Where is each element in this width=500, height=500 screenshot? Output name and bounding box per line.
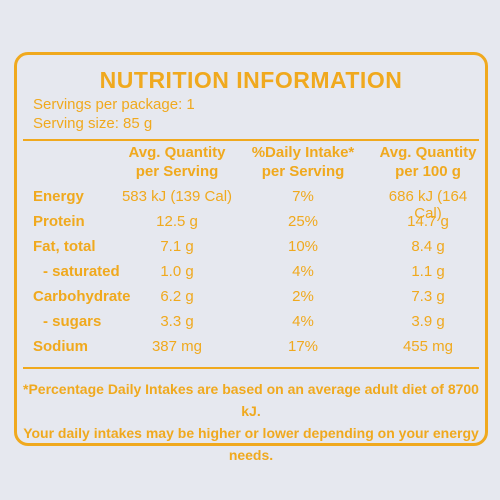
nutrient-label: Fat, total [33,238,96,255]
per-100g-value: 686 kJ (164 Cal) [388,188,468,222]
table-row: Fat, total 7.1 g 10% 8.4 g [17,238,485,263]
footnote: *Percentage Daily Intakes are based on a… [17,378,485,466]
per-100g-value: 8.4 g [411,238,445,255]
table-row: Protein 12.5 g 25% 14.7 g [17,213,485,238]
table-row: - saturated 1.0 g 4% 1.1 g [17,263,485,288]
nutrient-label: Carbohydrate [33,288,131,305]
daily-intake-value: 25% [287,213,319,230]
per-100g-value: 14.7 g [407,213,449,230]
table-row: - sugars 3.3 g 4% 3.9 g [17,313,485,338]
nutrition-panel: NUTRITION INFORMATION Servings per packa… [14,52,488,463]
per-100g-value: 7.3 g [411,288,445,305]
per-100g-value: 1.1 g [411,263,445,280]
footnote-line: *Percentage Daily Intakes are based on a… [23,381,479,419]
header-line: per Serving [261,163,345,180]
servings-per-package: Servings per package: 1 [33,96,195,113]
header-line: per Serving [135,163,219,180]
header-avg-per-serving: Avg. Quantity per Serving [107,143,247,181]
daily-intake-value: 2% [292,288,314,305]
table-row: Energy 583 kJ (139 Cal) 7% 686 kJ (164 C… [17,188,485,222]
table-row: Sodium 387 mg 17% 455 mg [17,338,485,363]
per-serving-value: 387 mg [151,338,203,355]
header-line: Avg. Quantity [379,144,477,161]
panel-title: NUTRITION INFORMATION [99,67,403,93]
per-100g-value: 3.9 g [411,313,445,330]
nutrient-label: Protein [33,213,85,230]
per-serving-value: 3.3 g [160,313,194,330]
daily-intake-value: 10% [287,238,319,255]
per-serving-value: 7.1 g [160,238,194,255]
per-serving-value: 6.2 g [160,288,194,305]
nutrient-table: Energy 583 kJ (139 Cal) 7% 686 kJ (164 C… [17,188,485,363]
header-line: per 100 g [395,163,461,180]
per-serving-value: 583 kJ (139 Cal) [121,188,233,205]
header-line: Avg. Quantity [128,144,226,161]
nutrient-label: Sodium [33,338,88,355]
divider-top [23,139,479,141]
nutrient-label: Energy [33,188,84,205]
daily-intake-value: 4% [292,263,314,280]
per-serving-value: 12.5 g [156,213,198,230]
nutrient-label: - sugars [43,313,102,330]
serving-size: Serving size: 85 g [33,115,153,132]
daily-intake-value: 4% [292,313,314,330]
nutrient-label: - saturated [43,263,120,280]
table-row: Carbohydrate 6.2 g 2% 7.3 g [17,288,485,313]
daily-intake-value: 7% [292,188,314,205]
per-serving-value: 1.0 g [160,263,194,280]
header-daily-intake: %Daily Intake* per Serving [249,143,357,181]
header-avg-per-100g: Avg. Quantity per 100 g [373,143,483,181]
divider-bottom [23,367,479,369]
header-line: %Daily Intake* [251,144,355,161]
per-100g-value: 455 mg [402,338,454,355]
daily-intake-value: 17% [287,338,319,355]
footnote-line: Your daily intakes may be higher or lowe… [23,425,479,463]
